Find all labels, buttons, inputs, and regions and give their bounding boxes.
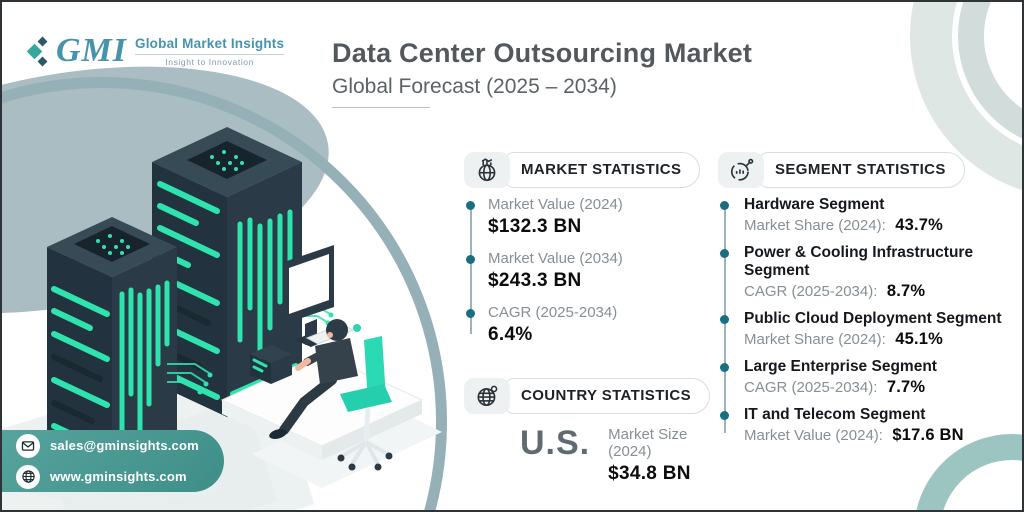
segment-value: 45.1% xyxy=(895,329,943,348)
pie-magnifier-icon xyxy=(718,152,764,188)
page-title: Data Center Outsourcing Market xyxy=(332,38,753,68)
segment-title: Large Enterprise Segment xyxy=(744,357,937,375)
segment-item: Power & Cooling Infrastructure Segment C… xyxy=(718,244,1020,301)
segment-value: 8.7% xyxy=(886,281,926,300)
segment-item: IT and Telecom Segment Market Value (202… xyxy=(718,406,1020,445)
globe-chart-icon xyxy=(464,152,510,188)
segment-statistics-section: SEGMENT STATISTICS Hardware Segment Mark… xyxy=(718,152,1020,454)
contact-bar: sales@gminsights.com www.gminsights.com xyxy=(2,430,224,492)
segment-value: 7.7% xyxy=(886,377,926,396)
page-subtitle: Global Forecast (2025 – 2034) xyxy=(332,75,617,98)
stat-label: CAGR (2025-2034) xyxy=(488,304,618,321)
logo-gmi-text: GMI xyxy=(56,32,128,69)
segment-label: Market Value (2024): xyxy=(744,426,883,444)
segment-title: IT and Telecom Segment xyxy=(744,405,926,423)
stat-value: 6.4% xyxy=(488,324,533,345)
market-statistics-section: MARKET STATISTICS Market Value (2024) $1… xyxy=(464,152,706,358)
bullet-dot xyxy=(720,362,729,372)
market-statistics-heading: MARKET STATISTICS xyxy=(504,152,701,188)
country-statistics-section: COUNTRY STATISTICS U.S. Market Size (202… xyxy=(464,378,714,485)
stat-value: $243.3 BN xyxy=(488,270,582,291)
stat-label: Market Value (2024) xyxy=(488,196,623,213)
server-box xyxy=(250,345,292,384)
data-center-illustration xyxy=(22,127,442,502)
segment-label: Market Share (2024): xyxy=(744,330,886,348)
segment-item: Public Cloud Deployment Segment Market S… xyxy=(718,310,1020,349)
segment-label: Market Share (2024): xyxy=(744,216,886,234)
segment-label: CAGR (2025-2034): xyxy=(744,282,878,300)
segment-statistics-heading: SEGMENT STATISTICS xyxy=(758,152,965,188)
segment-title: Public Cloud Deployment Segment xyxy=(744,309,1002,327)
subtitle-underline xyxy=(332,107,430,108)
logo-tagline: Insight to Innovation xyxy=(135,53,285,67)
stat-label: Market Value (2034) xyxy=(488,250,623,267)
segment-item: Large Enterprise Segment CAGR (2025-2034… xyxy=(718,358,1020,397)
timeline-connector xyxy=(470,206,472,334)
stat-value: $34.8 BN xyxy=(608,463,691,484)
stat-value: $132.3 BN xyxy=(488,216,582,237)
globe-icon xyxy=(16,464,40,489)
bullet-dot xyxy=(720,410,729,420)
email-link[interactable]: sales@gminsights.com xyxy=(50,438,199,453)
segment-item: Hardware Segment Market Share (2024): 43… xyxy=(718,196,1020,235)
envelope-icon xyxy=(16,433,40,458)
globe-pin-icon xyxy=(464,378,510,414)
country-statistics-heading: COUNTRY STATISTICS xyxy=(504,378,710,414)
stat-item: CAGR (2025-2034) 6.4% xyxy=(464,304,706,346)
segment-title: Power & Cooling Infrastructure Segment xyxy=(744,243,974,279)
bullet-dot xyxy=(720,248,729,258)
website-link[interactable]: www.gminsights.com xyxy=(50,469,187,484)
stat-item: Market Value (2034) $243.3 BN xyxy=(464,250,706,292)
bullet-dot xyxy=(466,255,475,264)
stat-item: Market Value (2024) $132.3 BN xyxy=(464,196,706,238)
logo-diamonds-icon xyxy=(26,34,48,68)
gmi-logo: GMI Global Market Insights Insight to In… xyxy=(26,32,285,69)
country-name: U.S. xyxy=(520,424,591,462)
person xyxy=(269,319,358,439)
office-chair xyxy=(337,336,393,471)
bullet-dot xyxy=(720,314,729,324)
bullet-dot xyxy=(720,201,729,210)
server-rack-short xyxy=(47,217,177,482)
segment-label: CAGR (2025-2034): xyxy=(744,378,878,396)
bullet-dot xyxy=(466,309,475,318)
segment-title: Hardware Segment xyxy=(744,196,885,213)
bullet-dot xyxy=(466,201,475,210)
segment-value: $17.6 BN xyxy=(892,425,964,444)
segment-value: 43.7% xyxy=(895,215,943,234)
logo-company-name: Global Market Insights xyxy=(135,35,285,51)
stat-label: Market Size (2024) xyxy=(608,426,688,460)
